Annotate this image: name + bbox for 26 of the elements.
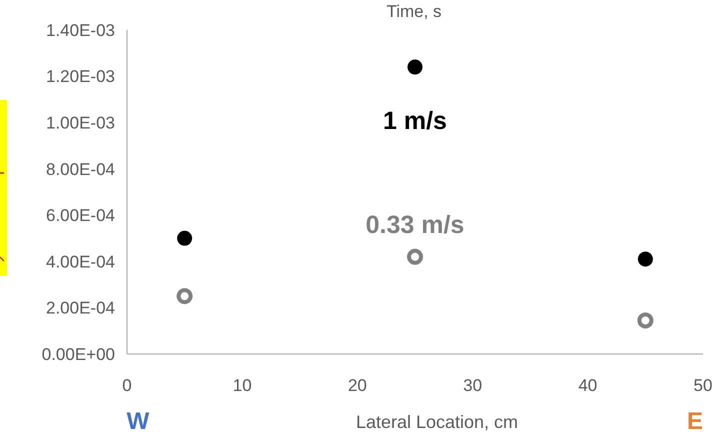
x-axis-title: Lateral Location, cm [356,412,518,432]
point [638,252,653,267]
x-tick-label: 40 [578,376,598,395]
x-tick-label: 20 [348,376,367,395]
y-tick-label: 4.00E-04 [46,252,115,272]
chart-title: Time, s [386,2,442,21]
y-tick-label: 1.40E-03 [46,20,115,40]
x-tick-label: 30 [463,376,482,395]
x-tick-label: 0 [122,376,132,395]
y-tick-label: 1.20E-03 [46,67,115,86]
x-tick-label: 10 [232,376,252,395]
x-tick-label: 50 [694,376,712,395]
y-tick-label: 6.00E-04 [46,206,115,226]
point [176,288,193,304]
y-tick-label: 0.00E+00 [42,344,115,364]
series-label: 1 m/s [383,107,447,136]
text: W [126,408,150,435]
point [407,248,423,265]
point [177,230,192,246]
y-tick-label: 8.00E-04 [46,160,115,179]
series-label: 0.33 m/s [366,211,464,240]
text: E [686,408,703,435]
y-tick-label: 1.00E-03 [46,114,115,133]
point [637,312,654,328]
y-tick-label: 2.00E-04 [46,298,115,318]
point [408,60,422,75]
